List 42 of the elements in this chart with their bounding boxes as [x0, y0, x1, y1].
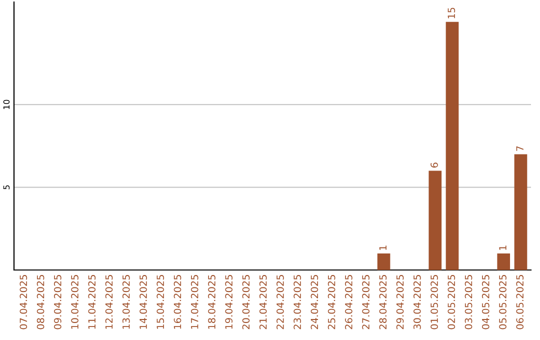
x-tick-label: 27.04.2025: [362, 275, 370, 330]
x-tick-label: 21.04.2025: [259, 275, 267, 330]
x-tick-label: 16.04.2025: [174, 275, 182, 329]
bar: [428, 170, 442, 270]
x-tick-label: 18.04.2025: [208, 275, 216, 329]
x-tick-label: 04.05.2025: [482, 275, 490, 330]
x-tick-label: 08.04.2025: [36, 275, 44, 330]
x-tick-label: 09.04.2025: [54, 275, 62, 330]
x-tick-label: 30.04.2025: [413, 275, 421, 330]
x-tick-label: 12.04.2025: [105, 275, 113, 329]
x-tick-label: 15.04.2025: [156, 275, 164, 329]
x-tick-label: 29.04.2025: [396, 275, 404, 330]
x-tick-label: 14.04.2025: [140, 275, 147, 329]
y-tick-label: 10: [3, 100, 10, 109]
x-tick-label: 06.05.2025: [516, 275, 524, 330]
x-tick-label: 22.04.2025: [276, 275, 284, 330]
x-tick-label: 25.04.2025: [328, 275, 336, 330]
x-tick-label: 13.04.2025: [122, 275, 130, 329]
x-tick-label: 10.04.2025: [71, 275, 78, 329]
bar: [514, 154, 528, 270]
x-tick-label: 17.04.2025: [190, 275, 198, 329]
bar: [497, 253, 510, 270]
bar: [377, 253, 390, 270]
x-tick-label: 28.04.2025: [379, 275, 387, 330]
data-label: 7: [516, 146, 524, 151]
x-tick-label: 19.04.2025: [225, 275, 233, 329]
x-tick-label: 07.04.2025: [20, 275, 28, 330]
y-tick-label: 5: [3, 185, 10, 190]
bar: [446, 22, 459, 270]
data-label: 15: [448, 8, 456, 18]
x-tick-label: 23.04.2025: [294, 275, 301, 330]
x-tick-label: 05.05.2025: [499, 275, 506, 330]
x-tick-label: 01.05.2025: [430, 275, 438, 330]
x-tick-label: 02.05.2025: [448, 275, 456, 330]
x-tick-label: 03.05.2025: [464, 275, 472, 330]
x-tick-label: 26.04.2025: [345, 275, 352, 330]
data-label: 1: [499, 246, 506, 250]
x-tick-label: 11.04.2025: [88, 275, 96, 329]
x-tick-label: 24.04.2025: [310, 275, 318, 330]
x-tick-label: 20.04.2025: [242, 275, 250, 330]
data-label: 1: [379, 246, 386, 250]
data-label: 6: [430, 162, 438, 168]
